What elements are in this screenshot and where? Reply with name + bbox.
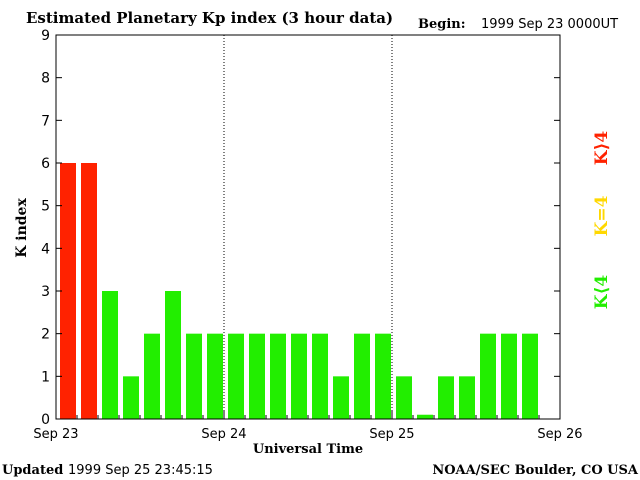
- kp-bar: [375, 333, 391, 419]
- chart-title: Estimated Planetary Kp index (3 hour dat…: [26, 9, 393, 27]
- y-tick-label: 1: [41, 369, 50, 385]
- x-day-label: Sep 24: [201, 427, 246, 442]
- legend-high: K⟩4: [592, 131, 612, 166]
- y-tick-label: 0: [41, 412, 50, 428]
- kp-bar: [81, 163, 97, 419]
- y-tick-label: 9: [41, 28, 50, 44]
- kp-bar: [354, 333, 370, 419]
- y-tick-label: 5: [41, 199, 50, 215]
- source-credit: NOAA/SEC Boulder, CO USA: [432, 463, 639, 478]
- kp-bar: [417, 414, 433, 419]
- x-axis-label: Universal Time: [253, 442, 363, 457]
- updated-label: Updated: [2, 463, 63, 478]
- y-tick-label: 8: [41, 71, 50, 87]
- y-tick-label: 3: [41, 284, 50, 300]
- y-tick-label: 7: [41, 113, 50, 129]
- kp-bar: [60, 163, 76, 419]
- kp-bar: [270, 333, 286, 419]
- kp-bar: [396, 376, 412, 419]
- kp-bar: [312, 333, 328, 419]
- kp-bar: [144, 333, 160, 419]
- kp-bar: [228, 333, 244, 419]
- y-tick-label: 4: [41, 241, 50, 257]
- kp-bar: [438, 376, 454, 419]
- y-tick-label: 6: [41, 156, 50, 172]
- kp-bar: [480, 333, 496, 419]
- legend-equal: K=4: [592, 195, 612, 236]
- kp-bar: [249, 333, 265, 419]
- updated-value: 1999 Sep 25 23:45:15: [68, 463, 213, 478]
- kp-bar: [333, 376, 349, 419]
- x-day-label: Sep 26: [537, 427, 582, 442]
- plot-area: 0 1 2 3 4 5 6 7 8 9 Sep 23 Sep 24 Sep 25 Sep 26: [33, 28, 582, 442]
- kp-bar: [165, 291, 181, 419]
- x-day-label: Sep 23: [33, 427, 78, 442]
- kp-bar: [207, 333, 223, 419]
- y-axis-label: K index: [14, 198, 30, 258]
- kp-bar: [522, 333, 538, 419]
- kp-bar: [186, 333, 202, 419]
- kp-bar: [291, 333, 307, 419]
- begin-value: 1999 Sep 23 0000UT: [481, 17, 618, 32]
- legend-low: K⟨4: [592, 275, 612, 310]
- kp-bar: [102, 291, 118, 419]
- begin-label: Begin:: [418, 17, 466, 32]
- kp-bar: [501, 333, 517, 419]
- x-day-label: Sep 25: [369, 427, 414, 442]
- kp-bar: [123, 376, 139, 419]
- kp-bar: [459, 376, 475, 419]
- y-tick-label: 2: [41, 327, 50, 343]
